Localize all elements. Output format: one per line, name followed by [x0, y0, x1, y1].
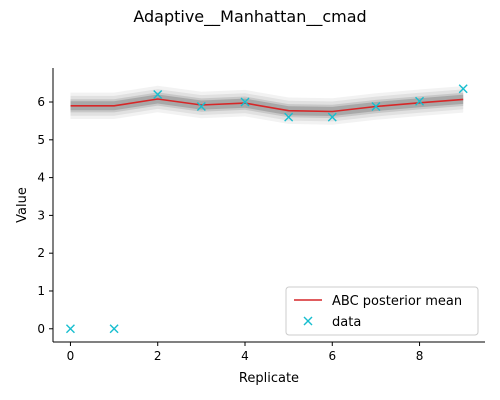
legend-entry-mean: ABC posterior mean — [332, 294, 462, 309]
posterior-band-0 — [70, 85, 464, 125]
data-point — [153, 89, 163, 99]
data-point — [327, 112, 337, 122]
data-point-stroke — [240, 97, 250, 107]
y-tick-label: 5 — [37, 133, 45, 147]
x-tick-label: 8 — [416, 349, 424, 363]
data-point — [415, 96, 425, 106]
x-tick-label: 4 — [241, 349, 249, 363]
plot-area: 0 2 4 6 8 0 1 2 3 4 5 6 — [37, 68, 485, 363]
data-point-stroke — [153, 89, 163, 99]
y-tick-label: 2 — [37, 246, 45, 260]
y-tick-label: 4 — [37, 171, 45, 185]
x-tick-label: 6 — [328, 349, 336, 363]
data-point-stroke — [415, 96, 425, 106]
chart-title: Adaptive__Manhattan__cmad — [133, 7, 366, 27]
data-point-stroke — [458, 84, 468, 94]
y-tick-label: 6 — [37, 95, 45, 109]
data-point — [196, 102, 206, 112]
legend-marker-swatch — [303, 316, 313, 326]
data-point-stroke — [109, 324, 119, 334]
y-tick-label: 1 — [37, 284, 45, 298]
posterior-band-1 — [70, 89, 464, 122]
x-tick-label: 2 — [154, 349, 162, 363]
legend-entry-data: data — [332, 315, 361, 330]
data-point-stroke — [371, 102, 381, 112]
y-tick-label: 0 — [37, 322, 45, 336]
y-axis-label: Value — [15, 187, 30, 223]
x-tick-label: 0 — [67, 349, 75, 363]
legend: ABC posterior mean data — [285, 286, 479, 336]
data-point-stroke — [327, 112, 337, 122]
data-point — [284, 112, 294, 122]
legend-box — [285, 286, 479, 336]
y-tick-label: 3 — [37, 208, 45, 222]
data-point-stroke — [196, 102, 206, 112]
posterior-band-2 — [70, 92, 464, 119]
data-point — [240, 97, 250, 107]
data-point — [65, 324, 75, 334]
data-point-stroke — [65, 324, 75, 334]
data-point — [109, 324, 119, 334]
mean-line — [70, 98, 464, 113]
data-point — [371, 102, 381, 112]
x-axis-label: Replicate — [239, 371, 299, 386]
data-point-stroke — [284, 112, 294, 122]
data-point — [458, 84, 468, 94]
